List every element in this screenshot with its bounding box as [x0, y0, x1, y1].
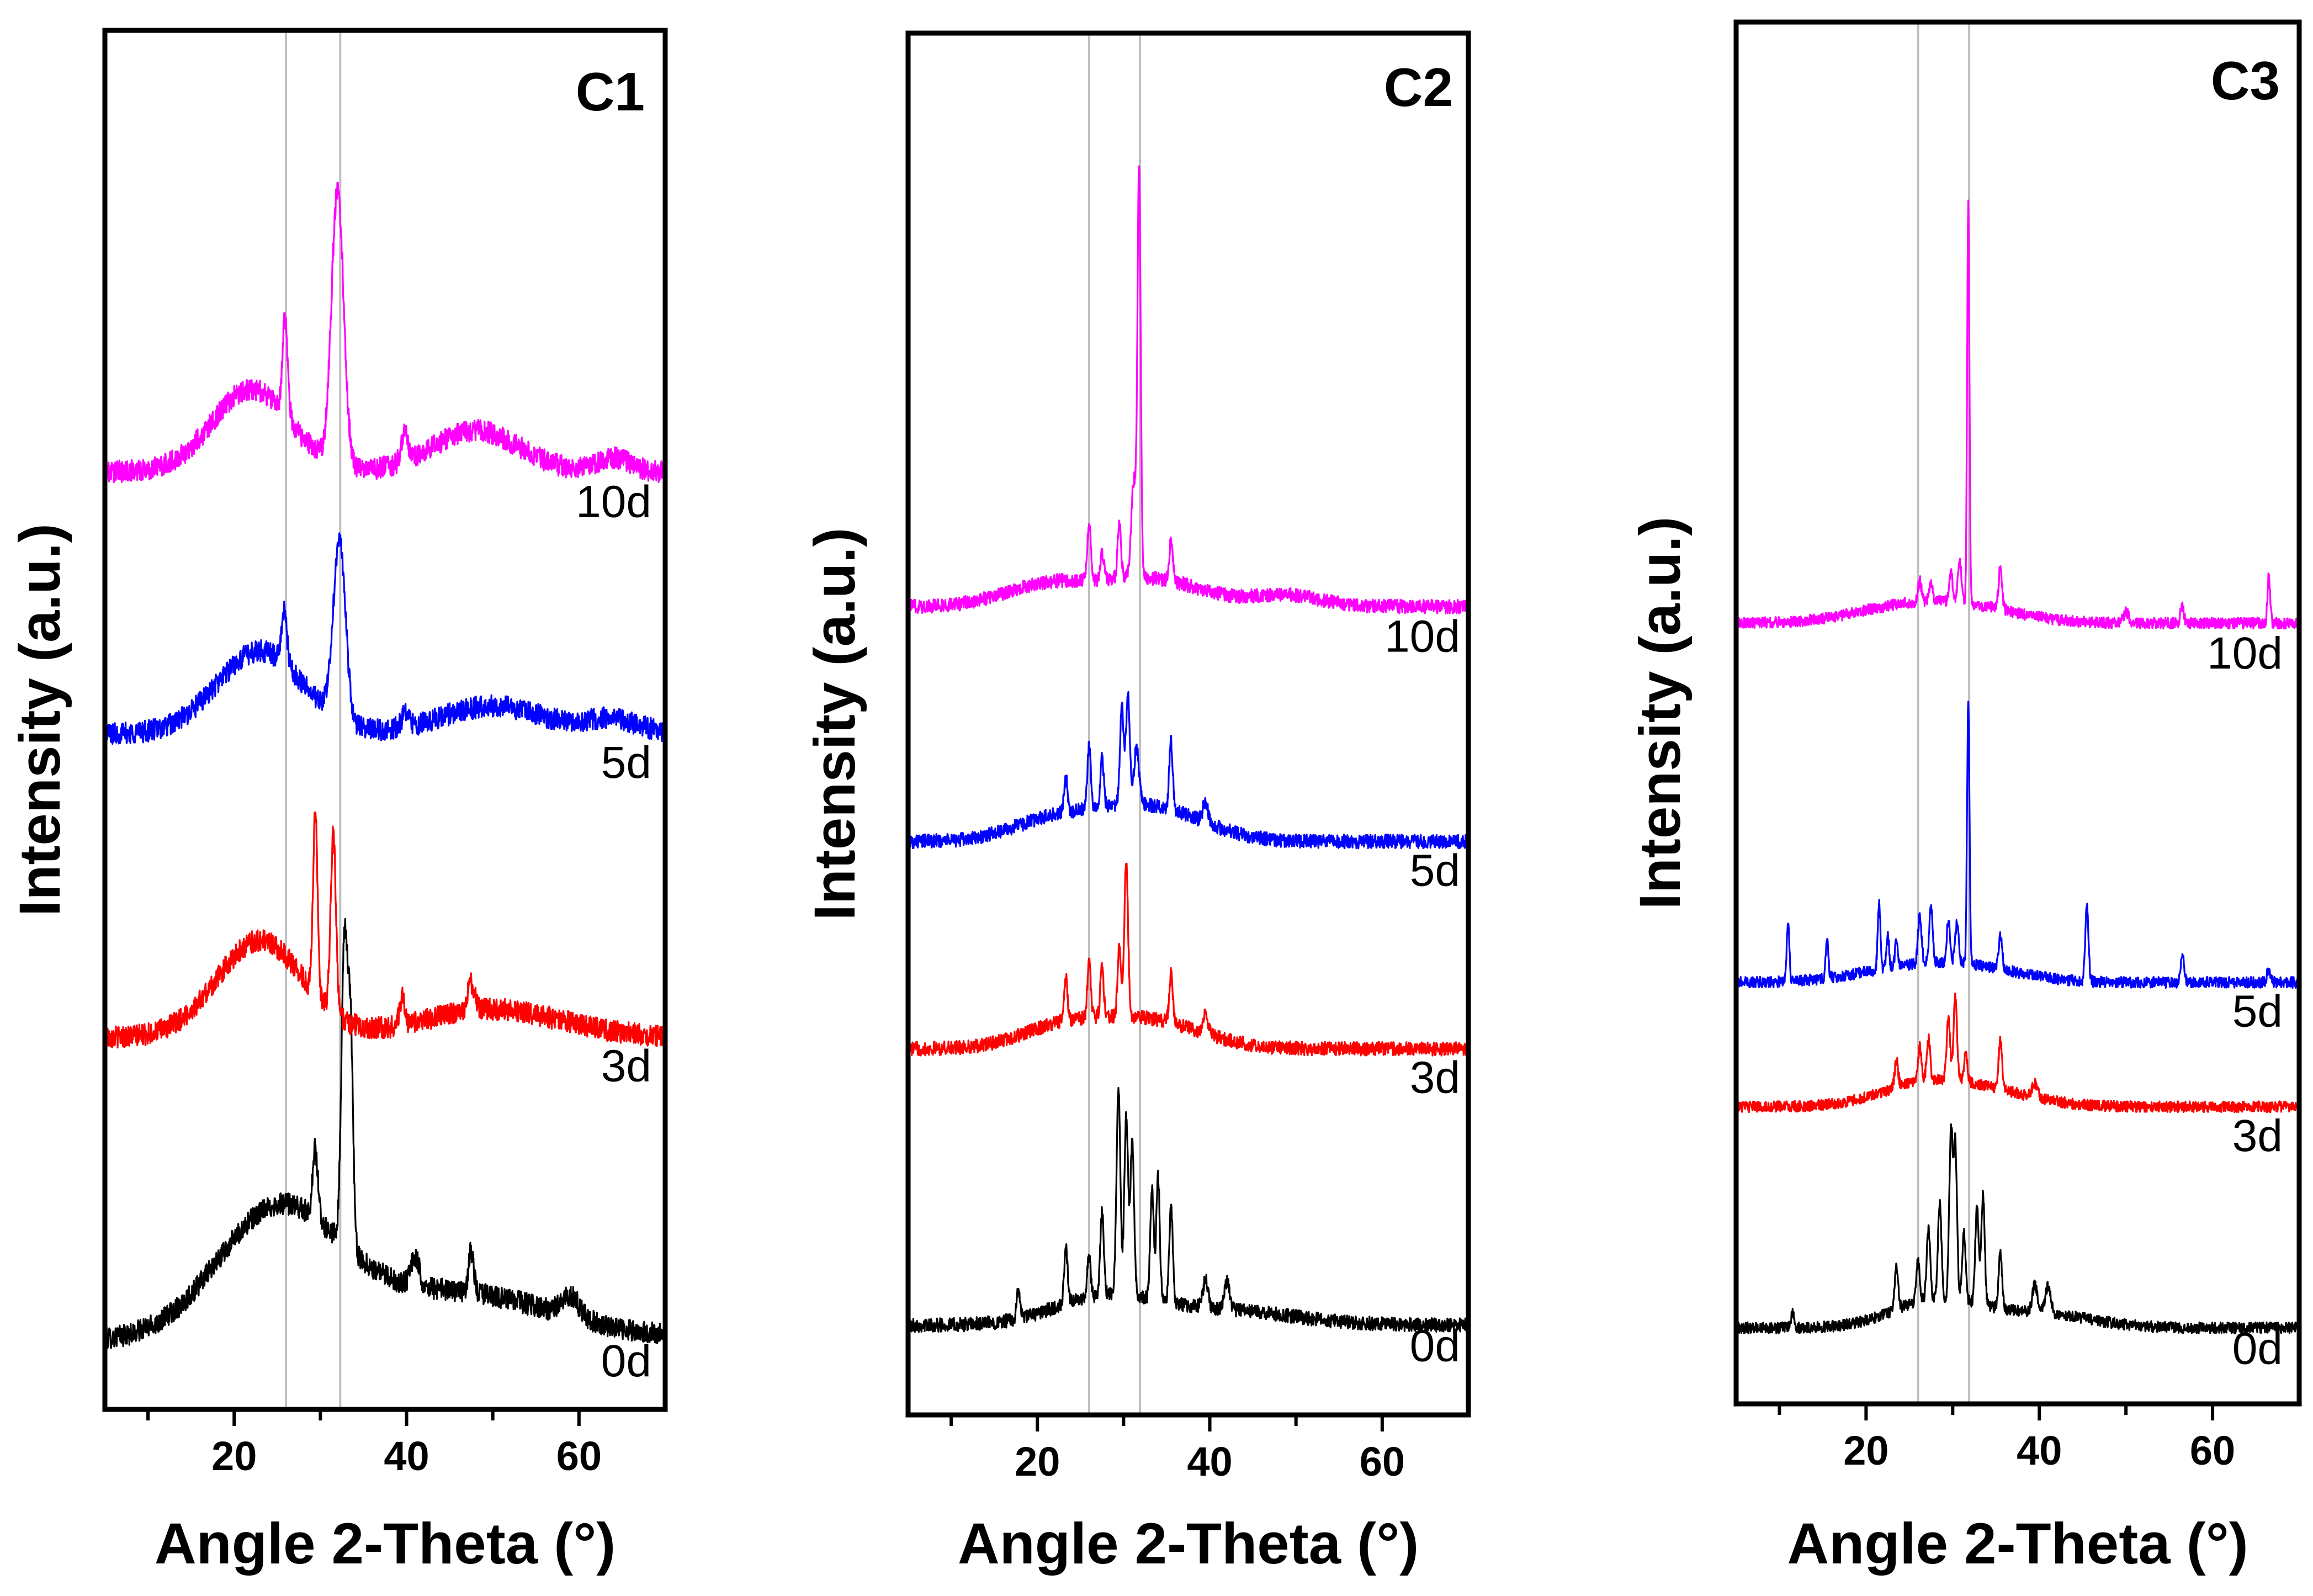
- series-label-3d: 3d: [1410, 1053, 1460, 1103]
- y-axis-label: Intensity (a.u.): [803, 528, 867, 921]
- series-label-5d: 5d: [2232, 987, 2283, 1037]
- series-label-10d: 10d: [1384, 612, 1460, 662]
- series-label-0d: 0d: [2232, 1323, 2283, 1374]
- series-label-3d: 3d: [2232, 1111, 2283, 1161]
- x-tick-label: 20: [1015, 1439, 1060, 1484]
- x-tick-label: 20: [1843, 1428, 1888, 1473]
- y-axis-label: Intensity (a.u.): [1628, 517, 1693, 910]
- y-axis-label: Intensity (a.u.): [8, 523, 72, 916]
- series-label-5d: 5d: [601, 738, 651, 788]
- plot-frame: [905, 30, 1471, 1418]
- trace-0d: [1735, 1123, 2300, 1334]
- trace-0d: [907, 1086, 1470, 1333]
- panel-c1: 0d 3d 5d 10d 20 40 60 C1 Angle 2-Theta (°) Intens…: [8, 28, 668, 1576]
- trace-3d: [907, 862, 1470, 1057]
- x-tick-label: 60: [556, 1433, 602, 1479]
- plot-frame: [1733, 19, 2302, 1407]
- x-axis-label: Angle 2-Theta (°): [958, 1512, 1419, 1576]
- x-axis-label: Angle 2-Theta (°): [155, 1512, 616, 1576]
- panel-label: C1: [576, 61, 645, 122]
- panel-label: C3: [2211, 50, 2280, 111]
- trace-3d: [104, 811, 666, 1049]
- series-label-5d: 5d: [1410, 845, 1460, 895]
- x-tick-label: 60: [2190, 1428, 2235, 1473]
- series-label-10d: 10d: [2207, 628, 2283, 678]
- trace-5d: [104, 532, 666, 745]
- series-label-10d: 10d: [576, 476, 651, 527]
- x-tick-label: 40: [2017, 1428, 2062, 1473]
- panel-label: C2: [1384, 57, 1453, 118]
- trace-0d: [104, 918, 666, 1349]
- series-label-0d: 0d: [1410, 1321, 1460, 1371]
- x-axis-label: Angle 2-Theta (°): [1787, 1512, 2248, 1576]
- x-tick-label: 40: [1187, 1439, 1232, 1484]
- x-tick-label: 60: [1360, 1439, 1405, 1484]
- trace-10d: [1735, 199, 2300, 630]
- trace-10d: [104, 182, 666, 484]
- plot-frame: [102, 28, 668, 1412]
- panel-c2: 0d 3d 5d 10d 20 40 60 C2 Angle 2-Theta (°) Intens…: [803, 30, 1471, 1576]
- panel-c3: 0d 3d 5d 10d 20 40 60 C3 Angle 2-Theta (°) Intens…: [1628, 19, 2302, 1576]
- trace-5d: [907, 691, 1470, 850]
- x-tick-label: 20: [211, 1433, 257, 1479]
- trace-10d: [907, 165, 1470, 614]
- x-tick-label: 40: [384, 1433, 429, 1479]
- series-label-0d: 0d: [601, 1336, 651, 1386]
- trace-3d: [1735, 992, 2300, 1114]
- series-label-3d: 3d: [601, 1041, 651, 1091]
- trace-5d: [1736, 701, 2300, 989]
